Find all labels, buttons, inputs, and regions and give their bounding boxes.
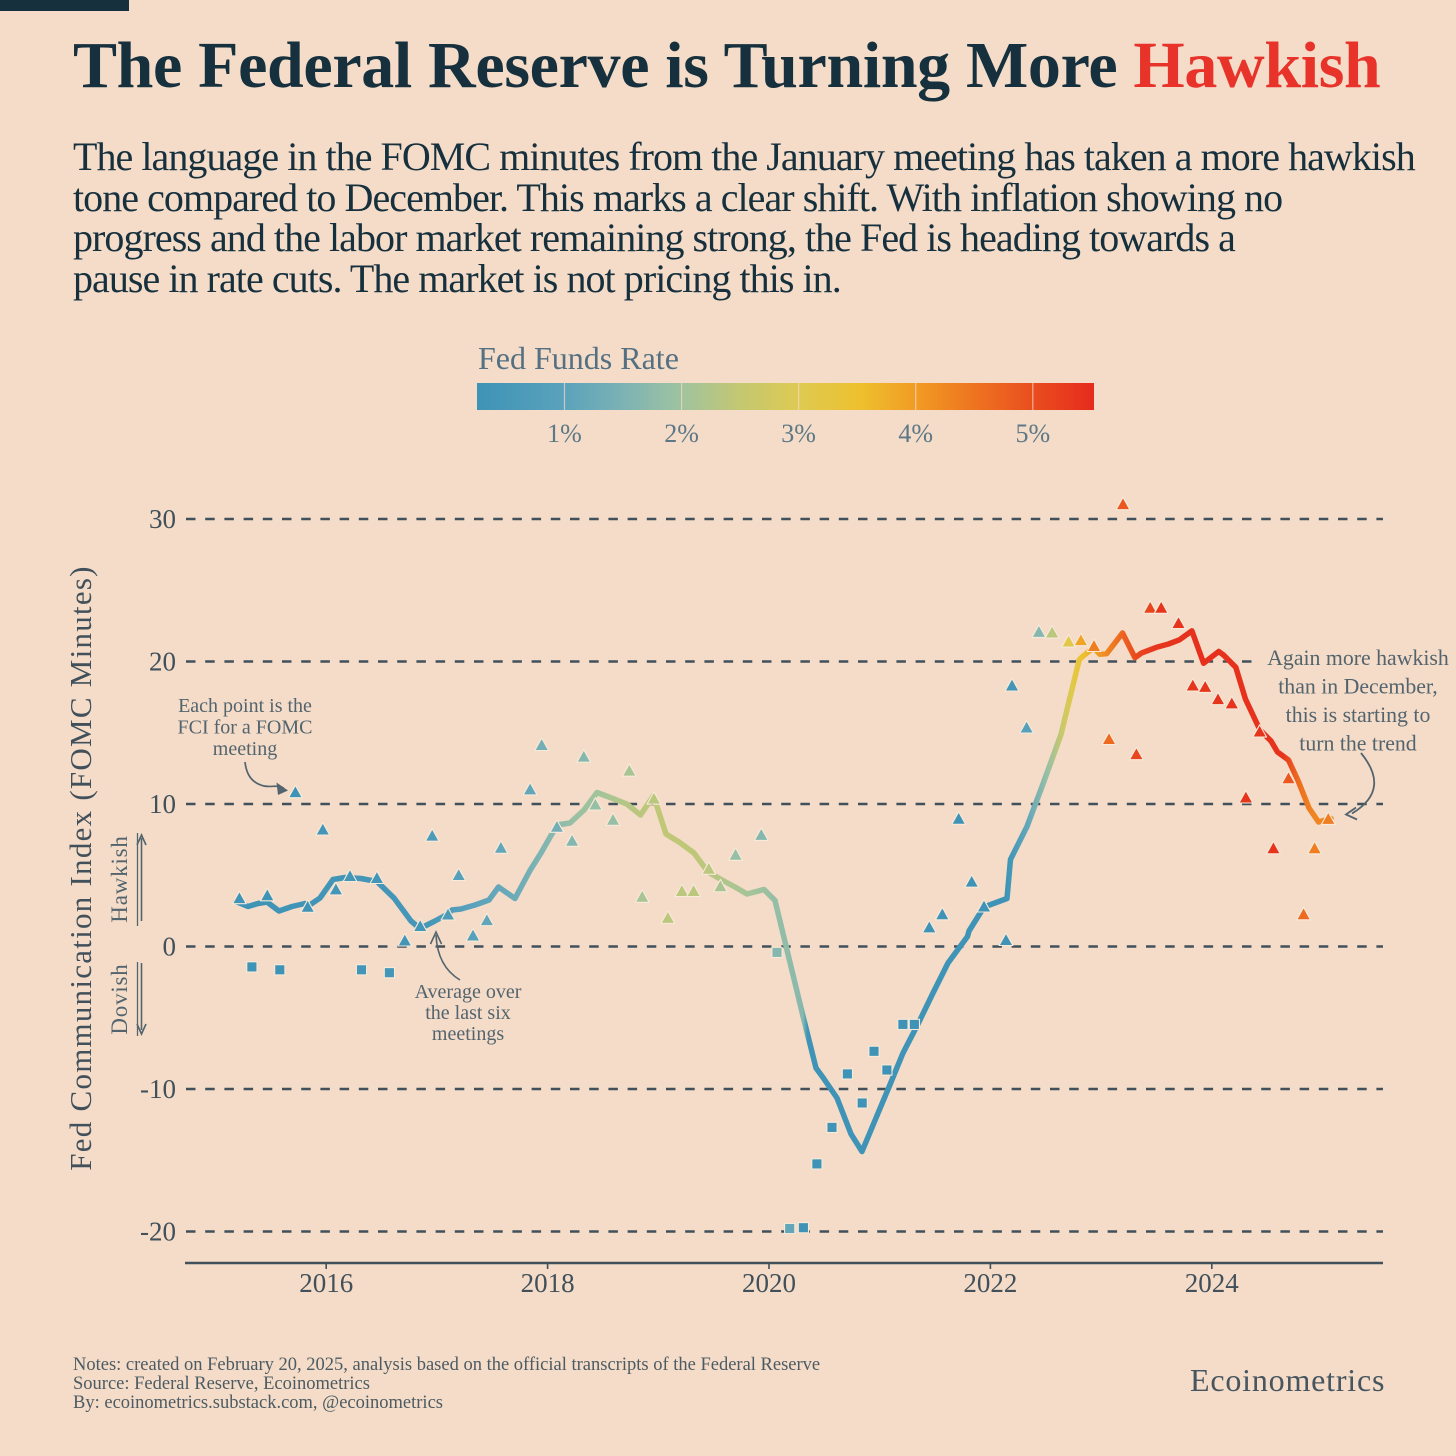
svg-text:Fed Funds Rate: Fed Funds Rate — [478, 340, 679, 376]
svg-text:Average over: Average over — [415, 981, 522, 1003]
svg-text:2024: 2024 — [1185, 1268, 1240, 1298]
svg-text:0: 0 — [163, 932, 177, 962]
svg-text:-20: -20 — [140, 1217, 176, 1247]
svg-text:2%: 2% — [664, 419, 699, 448]
svg-text:3%: 3% — [781, 419, 816, 448]
svg-text:the last six: the last six — [425, 1002, 511, 1024]
svg-text:FCI for a FOMC: FCI for a FOMC — [177, 717, 312, 739]
svg-text:Fed Communication Index (FOMC: Fed Communication Index (FOMC Minutes) — [63, 565, 98, 1170]
svg-text:Hawkish: Hawkish — [107, 835, 132, 922]
svg-text:meeting: meeting — [213, 738, 277, 760]
svg-text:Each point is the: Each point is the — [178, 695, 312, 717]
svg-text:2016: 2016 — [299, 1268, 353, 1298]
svg-text:20: 20 — [149, 647, 176, 677]
svg-text:30: 30 — [149, 504, 176, 534]
svg-text:this is starting to: this is starting to — [1286, 703, 1431, 727]
svg-text:than in December,: than in December, — [1278, 675, 1438, 699]
svg-text:meetings: meetings — [432, 1023, 504, 1045]
svg-text:4%: 4% — [898, 419, 933, 448]
svg-text:1%: 1% — [547, 419, 582, 448]
svg-text:Again more hawkish: Again more hawkish — [1267, 646, 1449, 670]
svg-text:2022: 2022 — [963, 1268, 1017, 1298]
svg-text:2020: 2020 — [742, 1268, 796, 1298]
svg-text:turn the trend: turn the trend — [1299, 732, 1417, 756]
svg-text:-10: -10 — [140, 1074, 176, 1104]
svg-text:5%: 5% — [1015, 419, 1050, 448]
svg-text:Dovish: Dovish — [107, 963, 132, 1034]
svg-text:2018: 2018 — [521, 1268, 575, 1298]
svg-text:10: 10 — [149, 789, 176, 819]
